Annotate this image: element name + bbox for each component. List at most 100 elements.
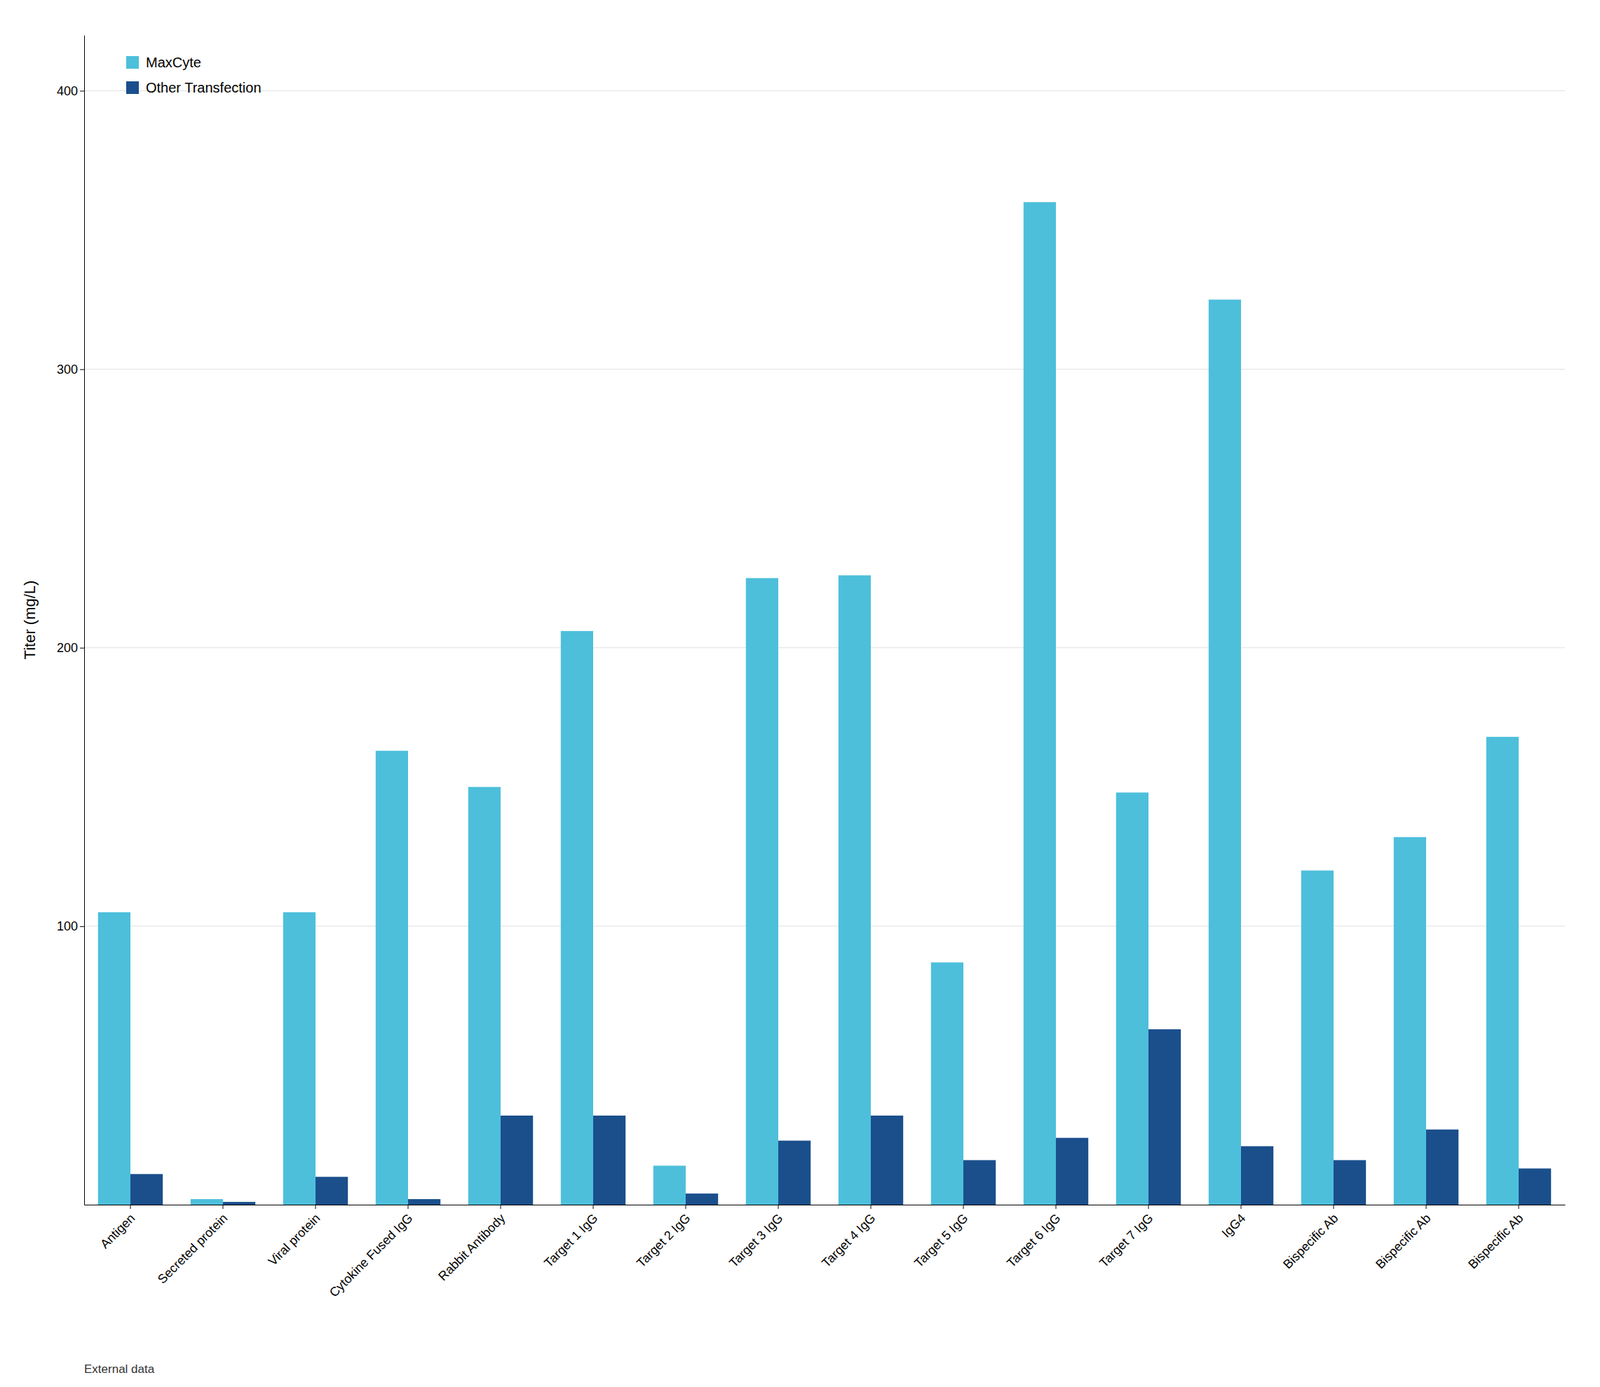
grid-line: [84, 90, 1565, 92]
x-tick-mark: [222, 1204, 224, 1209]
bar: [468, 786, 501, 1205]
bar: [375, 750, 409, 1205]
bar: [408, 1198, 441, 1205]
bar: [190, 1198, 223, 1205]
y-tick-label: 200: [56, 640, 78, 655]
legend-label: MaxCyte: [145, 54, 202, 71]
y-axis-title: Titer (mg/L): [21, 580, 39, 660]
legend: MaxCyte Other Transfection: [126, 54, 262, 96]
bar: [1023, 201, 1056, 1205]
x-tick-label: Target 5 IgG: [911, 1210, 971, 1270]
x-tick-mark: [1518, 1204, 1520, 1209]
x-tick-label: Target 3 IgG: [726, 1210, 786, 1270]
bars: [98, 201, 1551, 1205]
bar: [870, 1115, 904, 1205]
x-tick-label: Target 2 IgG: [633, 1210, 693, 1270]
x-tick-mark: [315, 1204, 317, 1209]
legend-swatch: [126, 81, 139, 94]
bar: [931, 961, 964, 1205]
bar: [1116, 792, 1149, 1205]
y-tick: 200: [56, 640, 85, 655]
x-tick-label: Target 6 IgG: [1004, 1210, 1063, 1270]
x-tick: Bispecific Ab: [1465, 1204, 1526, 1272]
x-tick-label: Antigen: [97, 1210, 138, 1251]
x-tick-mark: [685, 1204, 687, 1209]
x-axis-line: [84, 1204, 1566, 1206]
bar: [1518, 1168, 1551, 1205]
x-tick: Viral protein: [265, 1204, 324, 1269]
grid-line: [84, 647, 1565, 648]
x-tick-mark: [870, 1204, 872, 1209]
bar: [1241, 1146, 1274, 1205]
x-tick-label: Rabbit Antibody: [435, 1210, 508, 1284]
bar: [593, 1115, 626, 1205]
x-tick: Rabbit Antibody: [435, 1204, 508, 1284]
x-tick: Target 6 IgG: [1004, 1204, 1063, 1270]
x-tick: IgG4: [1219, 1204, 1249, 1241]
bar-series: [98, 201, 1519, 1205]
x-tick-mark: [408, 1204, 409, 1209]
x-tick-mark: [130, 1204, 132, 1209]
bar: [315, 1176, 348, 1205]
y-tick: 300: [56, 362, 85, 377]
x-tick-label: Secreted protein: [154, 1210, 231, 1287]
grid-line: [84, 368, 1565, 370]
x-tick: Target 1 IgG: [541, 1204, 601, 1270]
bar: [1055, 1137, 1089, 1205]
bar: [130, 1173, 163, 1205]
footnote: External data: [84, 1362, 155, 1376]
x-tick: Antigen: [97, 1204, 138, 1251]
x-tick: Target 7 IgG: [1096, 1204, 1156, 1270]
x-tick-mark: [1241, 1204, 1242, 1209]
x-tick: Target 5 IgG: [911, 1204, 971, 1270]
bar: [778, 1140, 811, 1205]
legend-label: Other Transfection: [145, 79, 262, 96]
x-tick: Target 2 IgG: [633, 1204, 693, 1270]
x-tick: Secreted protein: [154, 1204, 231, 1287]
y-tick-mark: [79, 926, 85, 927]
bar: [963, 1159, 996, 1205]
x-tick-label: Target 4 IgG: [818, 1210, 878, 1270]
x-tick-mark: [593, 1204, 594, 1209]
bar: [1486, 736, 1519, 1205]
bar: [560, 631, 594, 1205]
y-tick: 400: [56, 84, 85, 99]
x-tick-label: Bispecific Ab: [1372, 1210, 1434, 1272]
bar: [222, 1201, 256, 1205]
chart: 100 200 300 400 Antigen Secreted protein Viral…: [0, 0, 1600, 1387]
bar: [685, 1193, 718, 1205]
y-tick-label: 400: [56, 84, 78, 99]
bar: [500, 1115, 533, 1205]
y-tick-mark: [79, 90, 85, 92]
x-tick: Bispecific Ab: [1372, 1204, 1434, 1272]
y-axis: 100 200 300 400: [56, 35, 85, 1206]
x-tick-label: Cytokine Fused IgG: [326, 1210, 416, 1300]
x-tick: Target 3 IgG: [726, 1204, 786, 1270]
legend-item: MaxCyte: [126, 54, 202, 71]
x-tick-label: Target 7 IgG: [1096, 1210, 1156, 1270]
y-tick: 100: [56, 919, 85, 934]
x-axis: Antigen Secreted protein Viral proteinCyto…: [84, 1204, 1566, 1300]
grid: [84, 90, 1565, 926]
bar: [746, 577, 779, 1205]
x-tick-label: Target 1 IgG: [541, 1210, 601, 1270]
x-tick: Bispecific Ab: [1280, 1204, 1341, 1272]
x-tick-label: IgG4: [1219, 1210, 1249, 1241]
y-tick-mark: [79, 369, 85, 371]
x-tick-mark: [500, 1204, 502, 1209]
bar: [1208, 299, 1242, 1205]
x-tick-mark: [1055, 1204, 1057, 1209]
bar: [98, 912, 131, 1205]
x-tick-mark: [778, 1204, 779, 1209]
bar: [1393, 837, 1427, 1205]
bar: [1333, 1159, 1366, 1205]
bar: [838, 574, 871, 1205]
y-tick-label: 300: [56, 362, 78, 377]
bar: [1301, 870, 1334, 1205]
x-tick-mark: [1426, 1204, 1427, 1209]
legend-swatch: [126, 56, 139, 69]
x-tick-mark: [1148, 1204, 1150, 1209]
bar: [1148, 1029, 1181, 1205]
x-tick: Target 4 IgG: [818, 1204, 878, 1270]
y-tick-label: 100: [56, 919, 78, 934]
